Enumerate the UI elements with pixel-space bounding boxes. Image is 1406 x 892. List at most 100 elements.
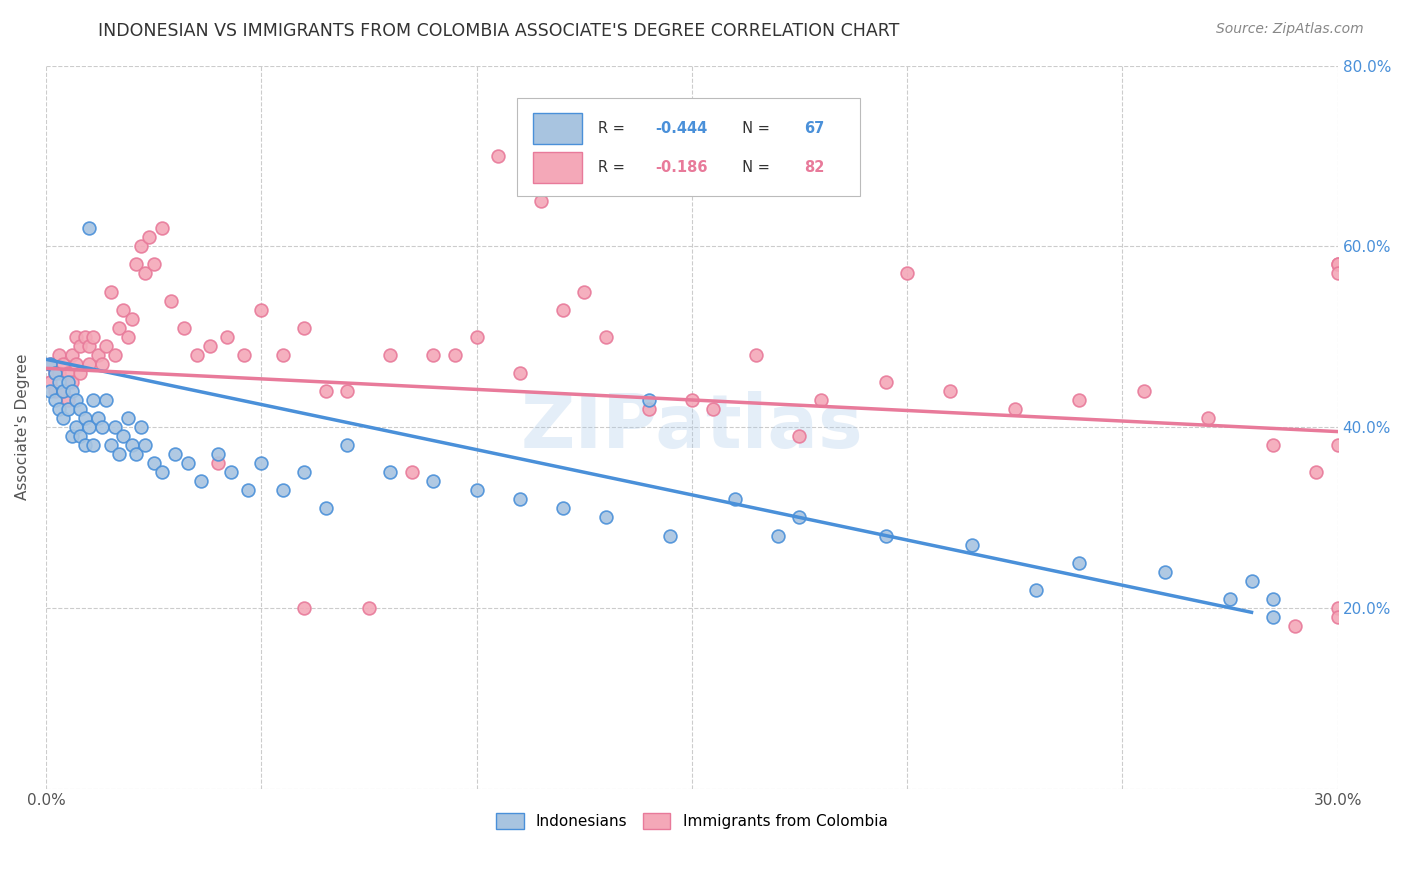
Point [100, 438, 122, 452]
Point [530, 194, 553, 209]
Text: N =: N = [733, 160, 775, 175]
Point [121, 438, 143, 452]
Point [129, 420, 152, 434]
Point [1069, 392, 1091, 407]
Point [165, 447, 187, 461]
Point [44, 366, 66, 380]
Point [104, 348, 127, 362]
Point [39, 384, 62, 398]
Point [82, 329, 104, 343]
Point [190, 475, 212, 489]
Point [186, 348, 208, 362]
Point [1154, 565, 1177, 579]
Point [960, 537, 983, 551]
Point [73, 438, 96, 452]
Point [121, 311, 143, 326]
Point [60, 375, 83, 389]
Point [250, 456, 273, 470]
Point [315, 501, 337, 516]
Point [150, 465, 173, 479]
Point [100, 285, 122, 299]
Point [1240, 574, 1263, 588]
Point [48, 375, 70, 389]
Point [142, 456, 165, 470]
Point [56, 375, 79, 389]
Point [595, 510, 617, 524]
Point [44, 366, 66, 380]
Point [1326, 257, 1348, 271]
Point [896, 267, 918, 281]
Point [39, 357, 62, 371]
Point [551, 302, 574, 317]
Point [69, 339, 91, 353]
Point [108, 320, 131, 334]
Point [1219, 591, 1241, 606]
Point [233, 348, 256, 362]
Y-axis label: Associate's Degree: Associate's Degree [15, 354, 30, 500]
Point [486, 149, 509, 163]
Point [150, 221, 173, 235]
Point [702, 402, 724, 417]
Point [1305, 465, 1327, 479]
Point [724, 492, 747, 507]
Point [465, 329, 488, 343]
Point [1025, 582, 1047, 597]
Point [86, 348, 108, 362]
Point [1261, 438, 1284, 452]
Point [336, 384, 359, 398]
Point [112, 429, 135, 443]
Point [65, 420, 87, 434]
Point [271, 348, 294, 362]
Legend: Indonesians, Immigrants from Colombia: Indonesians, Immigrants from Colombia [491, 807, 894, 835]
Point [104, 420, 127, 434]
Point [939, 384, 962, 398]
Point [52, 384, 75, 398]
Point [44, 392, 66, 407]
Point [173, 320, 195, 334]
Point [401, 465, 423, 479]
Point [1261, 591, 1284, 606]
Point [142, 257, 165, 271]
Point [238, 483, 260, 498]
Point [129, 239, 152, 253]
Point [138, 230, 160, 244]
Point [271, 483, 294, 498]
Point [551, 501, 574, 516]
Point [380, 465, 402, 479]
Point [219, 465, 242, 479]
Point [108, 447, 131, 461]
Point [82, 392, 104, 407]
Point [69, 402, 91, 417]
Text: -0.186: -0.186 [655, 160, 709, 175]
Point [117, 411, 139, 425]
Point [177, 456, 200, 470]
Point [39, 357, 62, 371]
Point [659, 528, 682, 542]
Point [82, 438, 104, 452]
Point [509, 492, 531, 507]
Point [681, 392, 703, 407]
Point [789, 429, 811, 443]
Point [444, 348, 467, 362]
Point [60, 429, 83, 443]
Point [810, 392, 832, 407]
Point [56, 392, 79, 407]
Point [595, 329, 617, 343]
Point [380, 348, 402, 362]
Point [77, 420, 100, 434]
Point [112, 302, 135, 317]
Point [96, 392, 118, 407]
Point [215, 329, 238, 343]
Point [250, 302, 273, 317]
Point [292, 600, 315, 615]
Point [52, 384, 75, 398]
Point [125, 257, 148, 271]
Point [1326, 438, 1348, 452]
Point [39, 375, 62, 389]
Point [125, 447, 148, 461]
Point [292, 465, 315, 479]
Point [77, 221, 100, 235]
Text: -0.444: -0.444 [655, 121, 707, 136]
Point [509, 366, 531, 380]
Point [60, 384, 83, 398]
